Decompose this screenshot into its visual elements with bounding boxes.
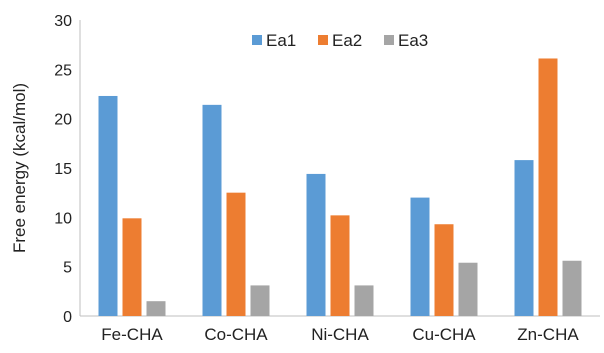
- legend-label-ea3: Ea3: [398, 31, 428, 50]
- x-category-label: Cu-CHA: [412, 325, 476, 344]
- legend-swatch-ea1: [252, 35, 262, 45]
- x-category-label: Co-CHA: [204, 325, 268, 344]
- legend-swatch-ea3: [384, 35, 394, 45]
- bar-ea1-cu-cha: [410, 197, 430, 316]
- bar-ea2-fe-cha: [122, 218, 142, 316]
- legend-label-ea2: Ea2: [332, 31, 362, 50]
- bar-ea2-co-cha: [226, 192, 246, 316]
- y-tick-label: 10: [54, 210, 72, 227]
- y-tick-label: 15: [54, 161, 72, 178]
- y-tick-label: 30: [54, 13, 72, 30]
- y-axis-label: Free energy (kcal/mol): [10, 83, 29, 253]
- x-category-label: Ni-CHA: [311, 325, 369, 344]
- y-tick-label: 25: [54, 62, 72, 79]
- x-category-labels: Fe-CHA Co-CHA Ni-CHA Cu-CHA Zn-CHA: [101, 325, 579, 344]
- bar-ea2-cu-cha: [434, 224, 454, 316]
- bar-ea1-ni-cha: [306, 173, 326, 316]
- legend-label-ea1: Ea1: [266, 31, 296, 50]
- x-category-label: Zn-CHA: [517, 325, 579, 344]
- y-tick-labels: 0 5 10 15 20 25 30: [54, 13, 72, 326]
- bars: [98, 58, 582, 317]
- bar-ea3-fe-cha: [146, 301, 166, 316]
- bar-ea3-cu-cha: [458, 262, 478, 316]
- y-tick-label: 20: [54, 112, 72, 129]
- bar-ea3-zn-cha: [562, 260, 582, 316]
- y-tick-label: 5: [63, 260, 72, 277]
- bar-ea2-ni-cha: [330, 215, 350, 316]
- bar-ea2-zn-cha: [538, 58, 558, 316]
- bar-ea1-fe-cha: [98, 95, 118, 317]
- x-category-label: Fe-CHA: [101, 325, 163, 344]
- bar-ea3-ni-cha: [354, 285, 374, 316]
- legend-swatch-ea2: [318, 35, 328, 45]
- bar-ea3-co-cha: [250, 285, 270, 316]
- y-tick-label: 0: [63, 309, 72, 326]
- legend: Ea1 Ea2 Ea3: [252, 31, 428, 50]
- bar-ea1-co-cha: [202, 104, 222, 316]
- bar-ea1-zn-cha: [514, 160, 534, 316]
